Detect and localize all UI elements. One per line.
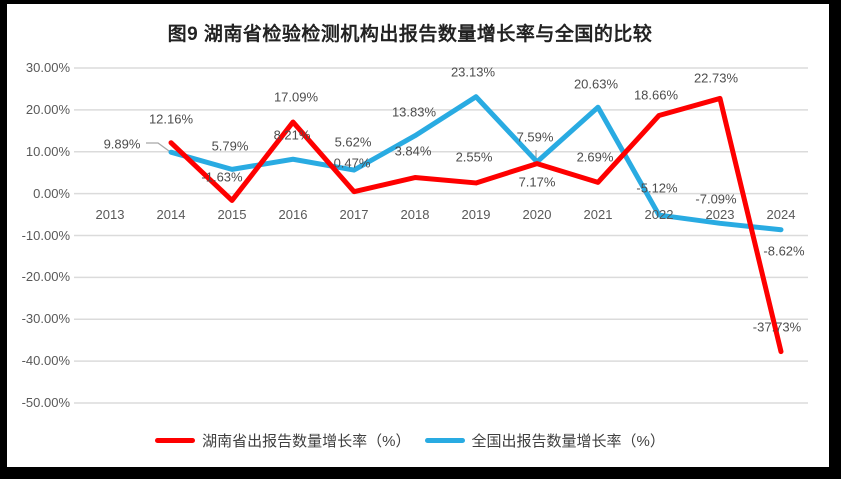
border-top xyxy=(0,0,841,4)
y-axis-tick-label: 0.00% xyxy=(33,185,70,201)
series-line-national xyxy=(168,94,784,233)
x-axis-tick-label: 2017 xyxy=(339,207,369,222)
legend-item-national: 全国出报告数量增长率（%） xyxy=(424,430,665,451)
x-axis-tick-label: 2014 xyxy=(156,207,186,222)
x-axis-tick-label: 2016 xyxy=(278,207,308,222)
data-label: 7.17% xyxy=(518,174,556,190)
legend-line-icon-national xyxy=(424,437,465,443)
data-label: 17.09% xyxy=(273,89,319,105)
border-bottom xyxy=(0,467,841,479)
data-label: 20.63% xyxy=(573,76,619,92)
y-axis-tick-label: -10.00% xyxy=(21,227,70,243)
data-label: 13.83% xyxy=(391,104,437,120)
legend-label-hunan: 湖南省出报告数量增长率（%） xyxy=(202,432,411,450)
y-axis-tick-label: 20.00% xyxy=(25,101,70,117)
legend-line-icon-hunan xyxy=(155,437,196,443)
x-axis-tick-label: 2019 xyxy=(461,207,491,222)
legend-item-hunan: 湖南省出报告数量增长率（%） xyxy=(155,430,411,451)
data-label: 5.79% xyxy=(211,138,249,154)
data-label: -37.73% xyxy=(752,319,802,335)
x-axis-tick-label: 2021 xyxy=(583,207,613,222)
data-label: -1.63% xyxy=(201,169,243,185)
border-left xyxy=(0,0,7,479)
data-label: 5.62% xyxy=(334,134,372,150)
x-axis-tick-label: 2024 xyxy=(766,207,796,222)
chart-title: 图9 湖南省检验检测机构出报告数量增长率与全国的比较 xyxy=(167,24,653,45)
y-axis-tick-label: 10.00% xyxy=(25,143,70,159)
border-right xyxy=(829,0,841,479)
data-label: 2.69% xyxy=(576,149,614,165)
y-axis-tick-label: 30.00% xyxy=(25,60,70,75)
data-label: 8.21% xyxy=(273,127,311,143)
data-label: 23.13% xyxy=(450,64,496,80)
data-label: 22.73% xyxy=(693,70,739,86)
legend: 湖南省出报告数量增长率（%） 全国出报告数量增长率（%） xyxy=(0,429,820,451)
y-axis-tick-label: -40.00% xyxy=(21,353,70,369)
data-label: 2.55% xyxy=(455,149,493,165)
data-label: 7.59% xyxy=(516,129,554,145)
x-axis-tick-label: 2023 xyxy=(705,207,735,222)
y-axis-tick-label: -20.00% xyxy=(21,269,70,285)
y-axis-tick-label: -50.00% xyxy=(21,395,70,410)
x-axis-tick-label: 2022 xyxy=(644,207,674,222)
data-label: 9.89% xyxy=(103,136,141,152)
x-axis-tick-label: 2018 xyxy=(400,207,430,222)
data-label: 18.66% xyxy=(633,87,679,103)
data-label: 12.16% xyxy=(148,111,194,127)
data-label: 3.84% xyxy=(394,143,432,159)
data-label: -5.12% xyxy=(636,180,678,196)
label-leader-line xyxy=(146,142,170,152)
series-line-hunan xyxy=(168,95,784,355)
data-label: 0.47% xyxy=(333,155,371,171)
data-label: -7.09% xyxy=(695,191,737,207)
data-label: -8.62% xyxy=(763,243,805,259)
x-axis-tick-label: 2020 xyxy=(522,207,552,222)
y-axis-tick-label: -30.00% xyxy=(21,311,70,327)
x-axis-tick-label: 2015 xyxy=(217,207,247,222)
legend-label-national: 全国出报告数量增长率（%） xyxy=(471,432,665,450)
x-axis-tick-label: 2013 xyxy=(95,207,125,222)
